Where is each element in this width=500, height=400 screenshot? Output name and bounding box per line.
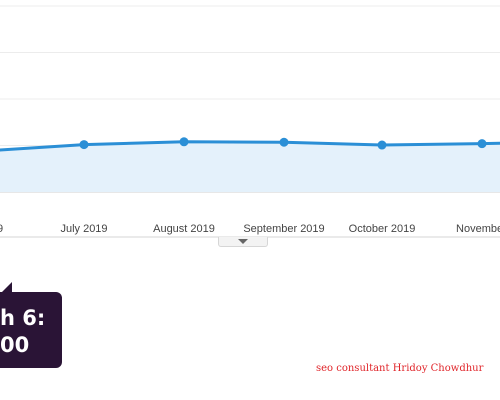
data-point[interactable] [279, 137, 289, 147]
series-area [0, 141, 500, 192]
x-tick-label: October 2019 [349, 223, 416, 235]
data-tooltip: h 6: 00 [0, 292, 62, 368]
x-tick-label: August 2019 [153, 223, 215, 235]
data-point[interactable] [377, 140, 387, 150]
data-point[interactable] [79, 140, 89, 150]
tooltip-line-2: 00 [0, 333, 30, 357]
watermark-text: seo consultant Hridoy Chowdhur [316, 363, 484, 374]
series-points [79, 137, 487, 150]
x-tick-label: September 2019 [243, 223, 324, 235]
data-point[interactable] [179, 137, 189, 147]
tooltip-line-1: h 6: [0, 306, 46, 330]
x-tick-label: November 2 [456, 223, 500, 235]
chevron-down-icon [238, 239, 248, 244]
chart-canvas: 19 July 2019 August 2019 September 2019 Octo… [0, 5, 500, 238]
x-tick-label: 19 [0, 223, 3, 235]
traffic-chart: 19 July 2019 August 2019 September 2019 Octo… [0, 5, 500, 247]
x-tick-label: July 2019 [60, 223, 107, 235]
tooltip-pointer [0, 282, 12, 294]
x-axis: 19 July 2019 August 2019 September 2019 Octo… [0, 223, 500, 235]
data-point[interactable] [477, 139, 487, 149]
chart-scroll-handle[interactable] [218, 237, 268, 247]
chart-grid [0, 5, 500, 238]
